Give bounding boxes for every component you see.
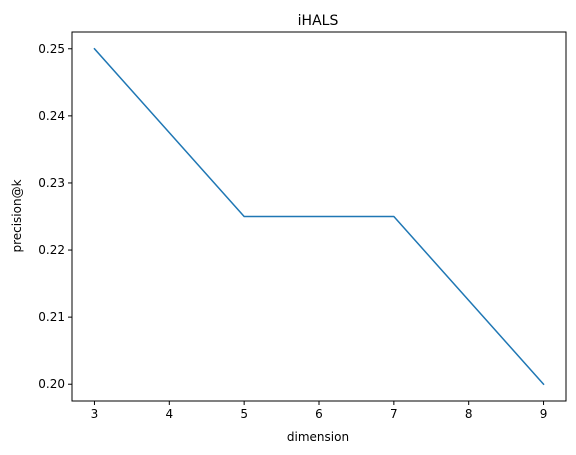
y-axis-ticks: 0.20 0.21 0.22 0.23 0.24 0.25 xyxy=(38,42,72,391)
y-tick-label: 0.21 xyxy=(38,310,65,324)
y-tick-label: 0.23 xyxy=(38,176,65,190)
x-tick-label: 7 xyxy=(390,407,398,421)
y-tick-label: 0.25 xyxy=(38,42,65,56)
x-tick-label: 9 xyxy=(540,407,548,421)
series-line xyxy=(93,47,545,386)
x-axis-title: dimension xyxy=(287,430,349,444)
x-tick-label: 3 xyxy=(91,407,99,421)
series-layer xyxy=(93,47,545,386)
y-axis-title: precision@k xyxy=(10,179,24,252)
x-tick-label: 4 xyxy=(165,407,173,421)
x-tick-label: 6 xyxy=(315,407,323,421)
y-tick-label: 0.24 xyxy=(38,109,65,123)
x-axis-ticks: 3 4 5 6 7 8 9 xyxy=(91,401,548,421)
chart-title: iHALS xyxy=(298,13,339,29)
y-tick-label: 0.22 xyxy=(38,243,65,257)
y-tick-label: 0.20 xyxy=(38,377,65,391)
x-tick-label: 8 xyxy=(465,407,473,421)
x-tick-label: 5 xyxy=(240,407,248,421)
